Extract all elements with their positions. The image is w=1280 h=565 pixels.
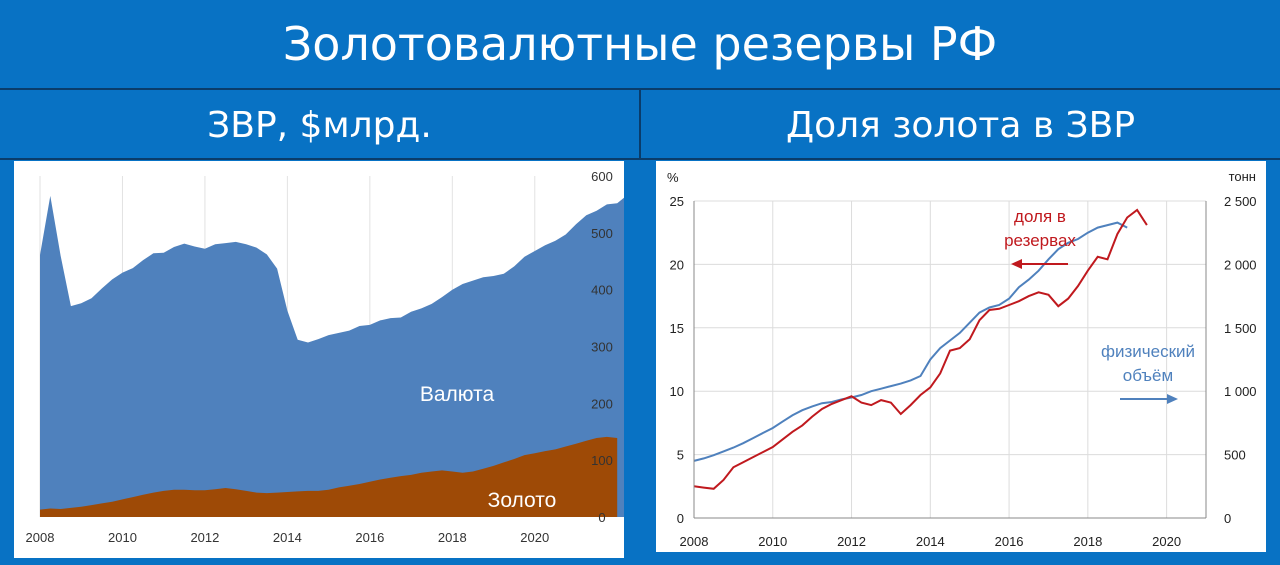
x-tick-label: 2014 xyxy=(273,530,302,545)
x-tick-label: 2014 xyxy=(916,534,945,549)
y-tick-label: 200 xyxy=(591,396,613,411)
left-y-tick-label: 15 xyxy=(670,321,684,336)
x-tick-label: 2018 xyxy=(438,530,467,545)
right-axis-unit: тонн xyxy=(1229,169,1256,184)
divider-vertical xyxy=(639,90,641,160)
x-tick-label: 2012 xyxy=(190,530,219,545)
physical-volume-line xyxy=(693,221,1128,462)
page-title: Золотовалютные резервы РФ xyxy=(282,17,998,71)
right-y-tick-label: 500 xyxy=(1224,448,1246,463)
currency-area xyxy=(40,178,680,518)
share-arrow xyxy=(1011,259,1068,269)
right-y-tick-label: 2 500 xyxy=(1224,194,1257,209)
y-tick-label: 500 xyxy=(591,226,613,241)
reserves-chart-panel: 2008 2010 2012 2014 2016 2018 2020 0 100 200 300 4… xyxy=(14,161,680,558)
x-tick-label: 2008 xyxy=(26,530,55,545)
left-subtitle: ЗВР, $млрд. xyxy=(207,104,432,146)
divider-top xyxy=(0,88,1280,90)
left-y-tick-label: 25 xyxy=(670,194,684,209)
right-y-tick-label: 1 000 xyxy=(1224,384,1257,399)
x-tick-label: 2012 xyxy=(837,534,866,549)
right-subtitle: Доля золота в ЗВР xyxy=(785,104,1136,146)
share-label-line1: доля в xyxy=(1014,207,1066,226)
volume-arrow xyxy=(1120,394,1178,404)
right-y-tick-label: 1 500 xyxy=(1224,321,1257,336)
left-axis-unit: % xyxy=(667,170,679,185)
x-tick-label: 2010 xyxy=(758,534,787,549)
x-tick-label: 2016 xyxy=(355,530,384,545)
share-label-line2: резервах xyxy=(1004,231,1076,250)
x-tick-label: 2020 xyxy=(1152,534,1181,549)
x-tick-label: 2010 xyxy=(108,530,137,545)
volume-label-line2: объём xyxy=(1123,366,1173,385)
y-tick-label: 300 xyxy=(591,340,613,355)
x-tick-label: 2016 xyxy=(995,534,1024,549)
y-tick-label: 600 xyxy=(591,169,613,184)
gold-area-label: Золото xyxy=(488,489,557,512)
left-y-tick-label: 0 xyxy=(677,511,684,526)
gold-share-line-chart: 0 5 10 15 20 25 0 500 1 000 1 500 2 000 2 500 2008 20… xyxy=(667,169,1257,549)
left-y-tick-label: 10 xyxy=(670,384,684,399)
x-tick-label: 2008 xyxy=(680,534,709,549)
y-tick-label: 400 xyxy=(591,283,613,298)
currency-area-label: Валюта xyxy=(420,383,495,406)
x-tick-label: 2018 xyxy=(1073,534,1102,549)
volume-label-line1: физический xyxy=(1101,342,1195,361)
gold-share-line xyxy=(693,208,1148,490)
right-y-tick-label: 0 xyxy=(1224,511,1231,526)
right-y-tick-label: 2 000 xyxy=(1224,257,1257,272)
gold-area xyxy=(40,436,618,517)
x-tick-label: 2020 xyxy=(520,530,549,545)
left-y-tick-label: 20 xyxy=(670,257,684,272)
reserves-area-chart: 2008 2010 2012 2014 2016 2018 2020 0 100 200 300 4… xyxy=(26,169,680,545)
y-tick-label: 100 xyxy=(591,453,613,468)
y-tick-label: 0 xyxy=(598,510,605,525)
left-y-tick-label: 5 xyxy=(677,448,684,463)
gold-share-chart-panel: 0 5 10 15 20 25 0 500 1 000 1 500 2 000 2 500 2008 20… xyxy=(656,161,1266,552)
